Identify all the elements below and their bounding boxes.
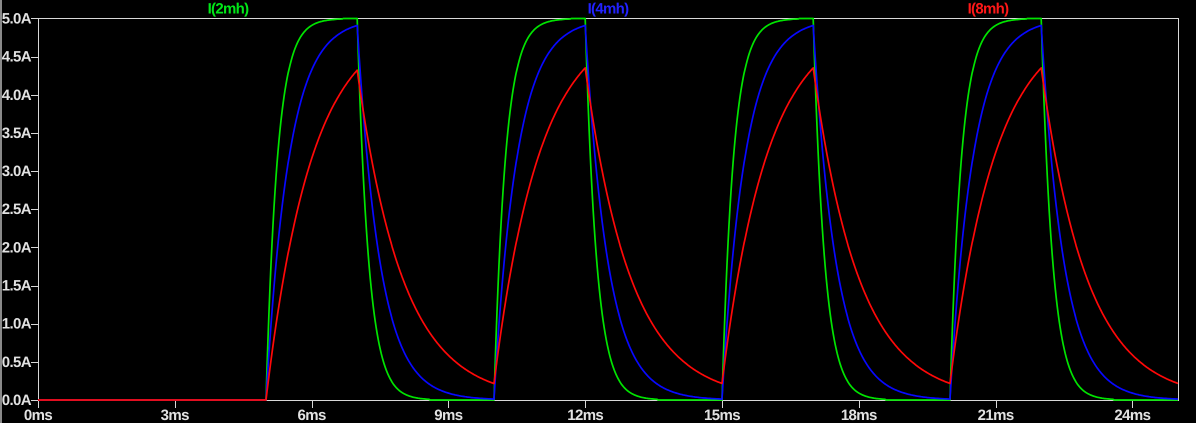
svg-text:5.0A: 5.0A: [2, 11, 32, 28]
svg-text:18ms: 18ms: [841, 407, 877, 423]
svg-text:1.0A: 1.0A: [2, 316, 32, 333]
svg-text:4.5A: 4.5A: [2, 49, 32, 66]
svg-text:3.0A: 3.0A: [2, 163, 32, 180]
svg-text:15ms: 15ms: [704, 407, 740, 423]
svg-text:2.5A: 2.5A: [2, 201, 32, 218]
svg-text:0.0A: 0.0A: [2, 392, 32, 409]
svg-text:0ms: 0ms: [24, 407, 52, 423]
svg-text:I(8mh): I(8mh): [968, 1, 1010, 18]
svg-text:3ms: 3ms: [161, 407, 189, 423]
svg-text:21ms: 21ms: [978, 407, 1014, 423]
svg-text:12ms: 12ms: [567, 407, 603, 423]
svg-text:4.0A: 4.0A: [2, 87, 32, 104]
svg-text:0.5A: 0.5A: [2, 354, 32, 371]
svg-text:1.5A: 1.5A: [2, 278, 32, 295]
svg-text:I(4mh): I(4mh): [588, 1, 630, 18]
svg-text:2.0A: 2.0A: [2, 239, 32, 256]
svg-text:I(2mh): I(2mh): [208, 1, 250, 18]
svg-text:9ms: 9ms: [434, 407, 462, 423]
svg-text:6ms: 6ms: [297, 407, 325, 423]
svg-text:3.5A: 3.5A: [2, 125, 32, 142]
svg-text:24ms: 24ms: [1114, 407, 1150, 423]
